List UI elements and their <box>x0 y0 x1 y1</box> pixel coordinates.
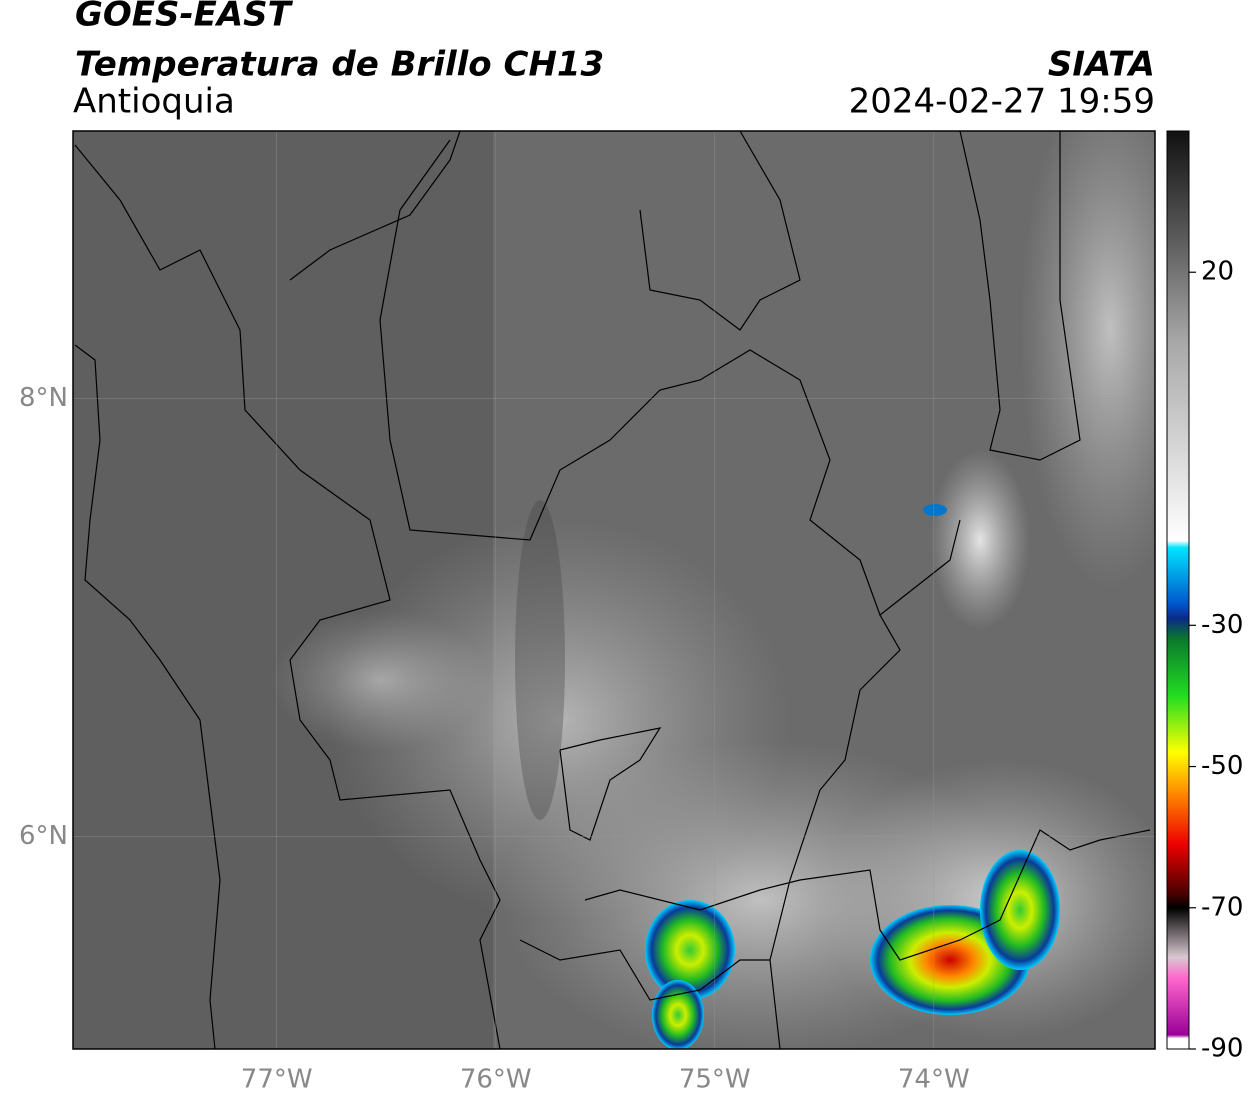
colorbar-tick-label: 20 <box>1201 257 1234 287</box>
storm <box>923 504 947 516</box>
region: Antioquia <box>73 82 235 122</box>
border <box>289 131 461 281</box>
colorbar-tick-label: -50 <box>1201 751 1243 781</box>
colorbar <box>1166 130 1190 1050</box>
border <box>959 131 1081 461</box>
lon-tick-label: 74°W <box>898 1065 970 1095</box>
border <box>74 344 221 1049</box>
border <box>769 614 901 1049</box>
lon-tick-label: 75°W <box>679 1065 751 1095</box>
border <box>584 829 1151 961</box>
border <box>74 144 501 1049</box>
storm <box>645 900 735 1000</box>
datetime: 2024-02-27 19:59 <box>849 82 1155 122</box>
satellite: GOES-EAST <box>75 0 294 35</box>
border <box>379 139 961 616</box>
border <box>519 939 770 1001</box>
storm <box>980 850 1060 970</box>
border <box>639 131 801 331</box>
product: Temperatura de Brillo CH13 <box>75 45 604 85</box>
lat-tick-label: 6°N <box>19 821 68 851</box>
cloud <box>1020 131 1155 590</box>
map-image <box>73 131 1155 1049</box>
cloud <box>270 610 490 750</box>
lon-tick-label: 77°W <box>241 1065 313 1095</box>
border <box>559 727 662 841</box>
valley <box>515 500 565 820</box>
graticule <box>73 131 1155 1049</box>
colorbar-tick-label: -30 <box>1201 610 1243 640</box>
colorbar-tick-label: -90 <box>1201 1034 1243 1064</box>
lat-tick-label: 8°N <box>19 383 68 413</box>
cloud <box>930 450 1030 630</box>
source: SIATA <box>1048 45 1155 85</box>
colorbar-tick-label: -70 <box>1201 892 1243 922</box>
map-frame <box>72 130 1156 1050</box>
lon-tick-label: 76°W <box>460 1065 532 1095</box>
